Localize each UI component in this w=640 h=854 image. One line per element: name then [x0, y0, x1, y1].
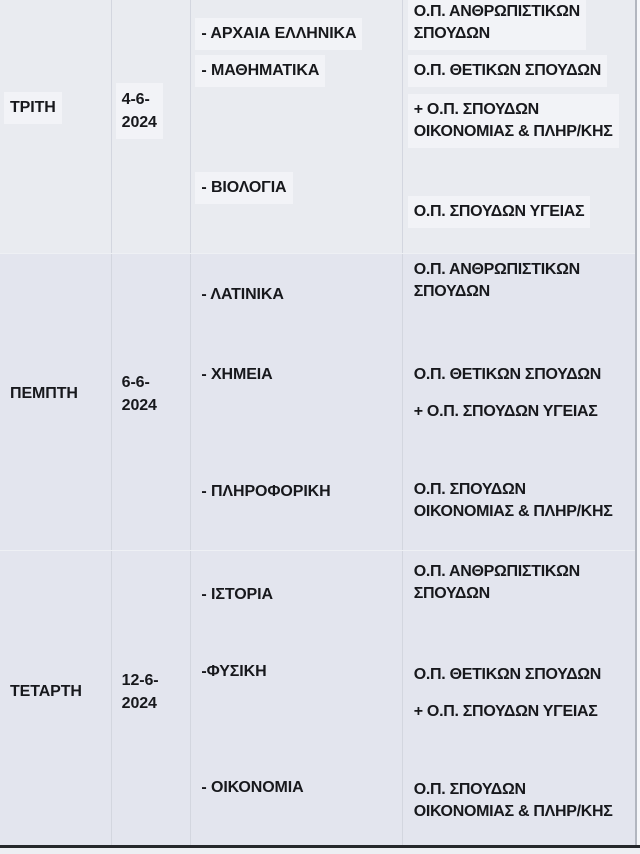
day-cell: ΠΕΜΠΤΗ [0, 254, 112, 550]
bottom-strip [0, 848, 640, 854]
orientation-group-item: + Ο.Π. ΣΠΟΥΔΩΝ ΥΓΕΙΑΣ [413, 703, 598, 720]
date-cell: 12-6- 2024 [112, 551, 192, 845]
orientation-group-item: Ο.Π. ΣΠΟΥΔΩΝ ΥΓΕΙΑΣ [407, 196, 591, 228]
day-label: ΤΕΤΑΡΤΗ [10, 683, 82, 700]
orientation-group-item: Ο.Π. ΘΕΤΙΚΩΝ ΣΠΟΥΔΩΝ [413, 666, 602, 683]
orientation-group-item: Ο.Π. ΘΕΤΙΚΩΝ ΣΠΟΥΔΩΝ [407, 55, 608, 87]
orientation-group-item: Ο.Π. ΑΝΘΡΩΠΙΣΤΙΚΩΝ ΣΠΟΥΔΩΝ [413, 261, 580, 300]
date-label: 4-6- 2024 [115, 83, 163, 139]
date-label: 6-6- 2024 [121, 374, 157, 414]
orientation-group-item: + Ο.Π. ΣΠΟΥΔΩΝ ΟΙΚΟΝΟΜΙΑΣ & ΠΛΗΡ/ΚΗΣ [407, 94, 619, 148]
orientation-group-item: Ο.Π. ΣΠΟΥΔΩΝ ΟΙΚΟΝΟΜΙΑΣ & ΠΛΗΡ/ΚΗΣ [413, 781, 613, 820]
groups-cell: Ο.Π. ΑΝΘΡΩΠΙΣΤΙΚΩΝ ΣΠΟΥΔΩΝ Ο.Π. ΘΕΤΙΚΩΝ … [403, 551, 635, 845]
subject-item: - ΧΗΜΕΙΑ [201, 366, 273, 383]
subject-item: - ΛΑΤΙΝΙΚΑ [201, 286, 284, 303]
subjects-cell: - ΙΣΤΟΡΙΑ -ΦΥΣΙΚΗ - ΟΙΚΟΝΟΜΙΑ [191, 551, 403, 845]
date-cell: 6-6- 2024 [112, 254, 192, 550]
table-row: ΠΕΜΠΤΗ 6-6- 2024 - ΛΑΤΙΝΙΚΑ - ΧΗΜΕΙΑ - Π… [0, 253, 635, 550]
groups-cell: Ο.Π. ΑΝΘΡΩΠΙΣΤΙΚΩΝ ΣΠΟΥΔΩΝ Ο.Π. ΘΕΤΙΚΩΝ … [403, 254, 635, 550]
orientation-group-item: + Ο.Π. ΣΠΟΥΔΩΝ ΥΓΕΙΑΣ [413, 403, 598, 420]
subjects-cell: - ΑΡΧΑΙΑ ΕΛΛΗΝΙΚΑ - ΜΑΘΗΜΑΤΙΚΑ - ΒΙΟΛΟΓΙ… [191, 0, 403, 253]
table-row: ΤΡΙΤΗ 4-6- 2024 - ΑΡΧΑΙΑ ΕΛΛΗΝΙΚΑ - ΜΑΘΗ… [0, 0, 635, 253]
day-cell: ΤΕΤΑΡΤΗ [0, 551, 112, 845]
day-cell: ΤΡΙΤΗ [0, 0, 112, 253]
subject-item: - ΒΙΟΛΟΓΙΑ [195, 172, 293, 204]
date-cell: 4-6- 2024 [112, 0, 192, 253]
day-label: ΠΕΜΠΤΗ [10, 385, 78, 402]
bottom-divider [0, 845, 640, 848]
subject-item: - ΙΣΤΟΡΙΑ [201, 586, 273, 603]
table-row: ΤΕΤΑΡΤΗ 12-6- 2024 - ΙΣΤΟΡΙΑ -ΦΥΣΙΚΗ - Ο… [0, 550, 635, 845]
orientation-group-item: Ο.Π. ΣΠΟΥΔΩΝ ΟΙΚΟΝΟΜΙΑΣ & ΠΛΗΡ/ΚΗΣ [413, 481, 613, 520]
groups-cell: Ο.Π. ΑΝΘΡΩΠΙΣΤΙΚΩΝ ΣΠΟΥΔΩΝ Ο.Π. ΘΕΤΙΚΩΝ … [403, 0, 635, 253]
day-label: ΤΡΙΤΗ [4, 92, 62, 124]
subject-item: - ΜΑΘΗΜΑΤΙΚΑ [195, 55, 326, 87]
date-label: 12-6- 2024 [121, 672, 159, 712]
subject-item: - ΑΡΧΑΙΑ ΕΛΛΗΝΙΚΑ [195, 18, 363, 50]
subject-item: - ΠΛΗΡΟΦΟΡΙΚΗ [201, 483, 331, 500]
subject-item: - ΟΙΚΟΝΟΜΙΑ [201, 779, 304, 796]
orientation-group-item: Ο.Π. ΘΕΤΙΚΩΝ ΣΠΟΥΔΩΝ [413, 366, 602, 383]
orientation-group-item: Ο.Π. ΑΝΘΡΩΠΙΣΤΙΚΩΝ ΣΠΟΥΔΩΝ [407, 0, 586, 50]
subjects-cell: - ΛΑΤΙΝΙΚΑ - ΧΗΜΕΙΑ - ΠΛΗΡΟΦΟΡΙΚΗ [191, 254, 403, 550]
subject-item: -ΦΥΣΙΚΗ [201, 663, 267, 680]
orientation-group-item: Ο.Π. ΑΝΘΡΩΠΙΣΤΙΚΩΝ ΣΠΟΥΔΩΝ [413, 563, 580, 602]
